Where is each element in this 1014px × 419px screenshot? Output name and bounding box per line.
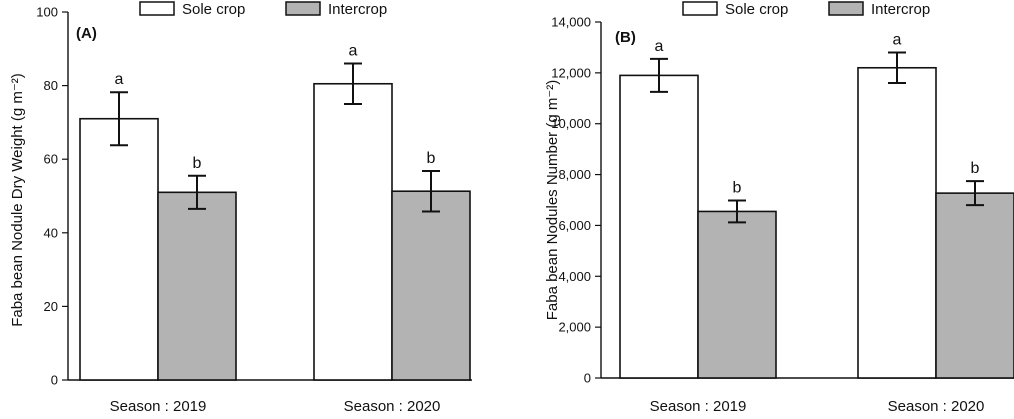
legend-swatch [828, 1, 864, 16]
bar [391, 190, 471, 381]
bar [79, 117, 159, 381]
y-tick-label: 100 [36, 5, 58, 20]
significance-letter: a [893, 32, 902, 49]
y-tick-label: 2,000 [558, 320, 591, 335]
x-category-label: Season : 2020 [888, 398, 985, 415]
bar [313, 82, 393, 381]
x-category-label: Season : 2019 [110, 398, 207, 415]
y-tick-label: 0 [584, 371, 591, 386]
y-tick-label: 40 [44, 225, 58, 240]
y-tick-label: 0 [51, 373, 58, 388]
y-axis-title: Faba bean Nodules Number (g m⁻²) [544, 80, 561, 321]
y-tick-label: 60 [44, 152, 58, 167]
significance-letter: b [733, 180, 742, 197]
significance-letter: b [193, 155, 202, 172]
legend-label: Sole crop [725, 1, 788, 18]
y-tick-label: 6,000 [558, 218, 591, 233]
legend-swatch [139, 1, 175, 16]
x-category-label: Season : 2020 [344, 398, 441, 415]
significance-letter: b [427, 150, 436, 167]
bar [157, 191, 237, 381]
bar [697, 210, 777, 379]
y-tick-label: 10,000 [551, 116, 591, 131]
y-axis-title: Faba bean Nodule Dry Weight (g m⁻²) [9, 73, 26, 327]
y-tick-label: 12,000 [551, 65, 591, 80]
significance-letter: b [971, 160, 980, 177]
y-tick-label: 80 [44, 78, 58, 93]
panel-a: 0 20 40 60 80 100 Faba bean Nodule Dry Weight … [9, 1, 472, 415]
y-tick-label: 20 [44, 299, 58, 314]
panel-label: (B) [615, 29, 636, 46]
bar [857, 66, 937, 379]
legend-label: Sole crop [182, 1, 245, 18]
y-tick-label: 14,000 [551, 15, 591, 30]
panel-label: (A) [76, 25, 97, 42]
bar [935, 192, 1014, 379]
significance-letter: a [655, 38, 664, 55]
panel-b: 0 2,000 4,000 6,000 8,000 10,000 12,000 14,000 F… [544, 1, 1014, 415]
bar [619, 74, 699, 379]
legend-swatch [285, 1, 321, 16]
y-tick-label: 4,000 [558, 269, 591, 284]
x-category-label: Season : 2019 [650, 398, 747, 415]
legend-label: Intercrop [871, 1, 930, 18]
legend-swatch [682, 1, 718, 16]
y-tick-label: 8,000 [558, 167, 591, 182]
significance-letter: a [115, 71, 124, 88]
significance-letter: a [349, 43, 358, 60]
legend-label: Intercrop [328, 1, 387, 18]
